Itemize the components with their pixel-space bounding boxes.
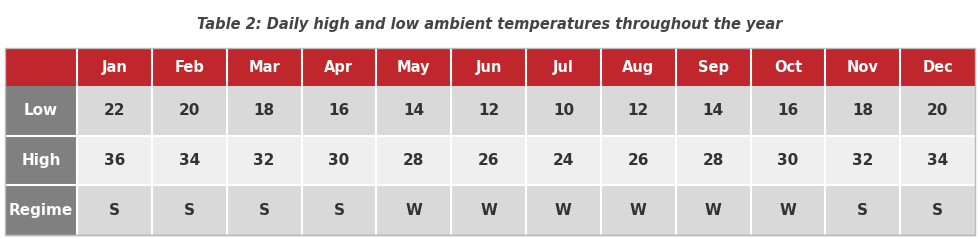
Text: 14: 14 [703,103,723,118]
Bar [5,185,77,235]
Text: 12: 12 [627,103,649,118]
Text: 20: 20 [178,103,200,118]
Text: 32: 32 [254,153,274,168]
Text: Sep: Sep [698,60,728,75]
Text: 16: 16 [777,103,799,118]
Text: Feb: Feb [174,60,204,75]
Text: High: High [22,153,61,168]
Text: Apr: Apr [324,60,354,75]
Bar [5,48,975,235]
Text: 18: 18 [254,103,274,118]
Text: Mar: Mar [248,60,280,75]
Text: 32: 32 [852,153,873,168]
Text: Jan: Jan [102,60,127,75]
Text: 34: 34 [178,153,200,168]
Text: S: S [932,203,943,218]
Text: 36: 36 [104,153,125,168]
Text: Nov: Nov [847,60,879,75]
Text: W: W [630,203,647,218]
Text: S: S [333,203,344,218]
Text: W: W [705,203,721,218]
Text: 20: 20 [927,103,949,118]
Bar [5,136,77,185]
Text: 22: 22 [104,103,125,118]
Text: Dec: Dec [922,60,953,75]
Text: 26: 26 [627,153,649,168]
Text: Oct: Oct [774,60,802,75]
Text: Regime: Regime [9,203,74,218]
Text: W: W [406,203,422,218]
Text: S: S [183,203,195,218]
Text: 24: 24 [553,153,574,168]
Text: S: S [109,203,120,218]
Text: Low: Low [24,103,58,118]
Text: Jul: Jul [553,60,574,75]
Text: 28: 28 [403,153,424,168]
Text: W: W [480,203,497,218]
Bar [77,86,975,136]
Text: 30: 30 [777,153,799,168]
Bar [5,86,77,136]
Text: Table 2: Daily high and low ambient temperatures throughout the year: Table 2: Daily high and low ambient temp… [197,16,783,32]
Text: W: W [555,203,572,218]
Bar [77,136,975,185]
Text: 18: 18 [853,103,873,118]
Text: 14: 14 [403,103,424,118]
Text: 10: 10 [553,103,574,118]
Text: S: S [858,203,868,218]
Text: S: S [259,203,270,218]
Text: May: May [397,60,430,75]
Text: 28: 28 [703,153,724,168]
Bar [5,48,975,86]
Bar [77,185,975,235]
Text: Jun: Jun [475,60,502,75]
Text: 16: 16 [328,103,350,118]
Text: 26: 26 [478,153,500,168]
Text: 12: 12 [478,103,499,118]
Text: 34: 34 [927,153,949,168]
Text: W: W [779,203,797,218]
Text: 30: 30 [328,153,350,168]
Text: Aug: Aug [622,60,655,75]
